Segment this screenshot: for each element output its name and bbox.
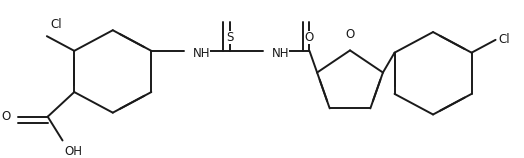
Text: S: S bbox=[227, 31, 234, 44]
Text: O: O bbox=[1, 110, 10, 123]
Text: Cl: Cl bbox=[51, 18, 62, 31]
Text: Cl: Cl bbox=[498, 33, 510, 46]
Text: OH: OH bbox=[64, 145, 82, 158]
Text: O: O bbox=[305, 31, 314, 44]
Text: O: O bbox=[345, 28, 355, 41]
Text: NH: NH bbox=[272, 47, 289, 60]
Text: NH: NH bbox=[193, 47, 210, 60]
